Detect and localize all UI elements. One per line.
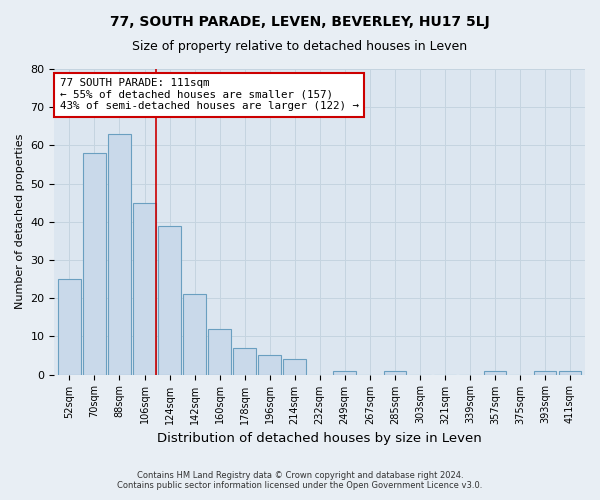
Bar — [133, 202, 156, 374]
Bar — [484, 370, 506, 374]
Bar — [559, 370, 581, 374]
Text: Contains HM Land Registry data © Crown copyright and database right 2024.
Contai: Contains HM Land Registry data © Crown c… — [118, 470, 482, 490]
Y-axis label: Number of detached properties: Number of detached properties — [15, 134, 25, 310]
Bar — [533, 370, 556, 374]
Bar — [83, 153, 106, 374]
Bar — [334, 370, 356, 374]
Bar — [259, 356, 281, 374]
Bar — [283, 360, 306, 374]
Text: 77 SOUTH PARADE: 111sqm
← 55% of detached houses are smaller (157)
43% of semi-d: 77 SOUTH PARADE: 111sqm ← 55% of detache… — [60, 78, 359, 112]
X-axis label: Distribution of detached houses by size in Leven: Distribution of detached houses by size … — [157, 432, 482, 445]
Bar — [158, 226, 181, 374]
Text: 77, SOUTH PARADE, LEVEN, BEVERLEY, HU17 5LJ: 77, SOUTH PARADE, LEVEN, BEVERLEY, HU17 … — [110, 15, 490, 29]
Bar — [233, 348, 256, 374]
Bar — [58, 279, 80, 374]
Bar — [208, 328, 231, 374]
Bar — [108, 134, 131, 374]
Text: Size of property relative to detached houses in Leven: Size of property relative to detached ho… — [133, 40, 467, 53]
Bar — [183, 294, 206, 374]
Bar — [383, 370, 406, 374]
